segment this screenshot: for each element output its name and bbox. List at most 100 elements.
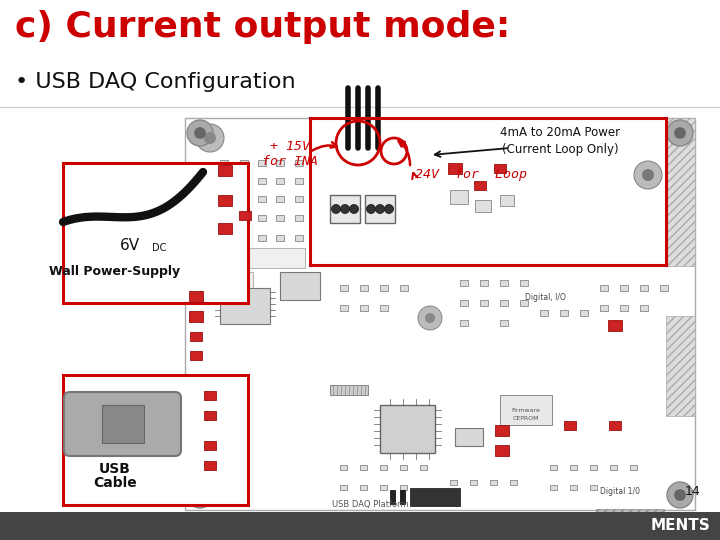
Circle shape: [196, 124, 224, 152]
Bar: [239, 211, 251, 219]
Bar: [189, 310, 203, 321]
Bar: [380, 465, 387, 470]
Text: Firmware: Firmware: [512, 408, 541, 413]
Text: MENTS: MENTS: [650, 518, 710, 534]
Bar: [590, 465, 597, 470]
Circle shape: [418, 306, 442, 330]
Circle shape: [331, 205, 341, 213]
Bar: [295, 196, 303, 202]
Bar: [495, 444, 509, 456]
Bar: [188, 272, 253, 290]
Bar: [63, 163, 248, 303]
Bar: [570, 465, 577, 470]
Bar: [410, 488, 460, 506]
Bar: [240, 160, 248, 166]
Bar: [400, 485, 407, 490]
Circle shape: [674, 489, 686, 501]
Bar: [0, 512, 720, 540]
Bar: [448, 163, 462, 173]
Text: USB: USB: [99, 462, 131, 476]
Circle shape: [634, 161, 662, 189]
Bar: [494, 164, 506, 172]
Bar: [500, 280, 508, 286]
Bar: [450, 190, 468, 204]
Circle shape: [642, 169, 654, 181]
Bar: [330, 195, 360, 223]
Bar: [218, 222, 232, 233]
Bar: [310, 118, 666, 265]
Bar: [474, 180, 486, 190]
Bar: [640, 305, 648, 311]
Bar: [258, 196, 266, 202]
Circle shape: [674, 127, 686, 139]
Text: USB DAQ Platform: USB DAQ Platform: [332, 501, 408, 510]
Bar: [640, 285, 648, 291]
Bar: [420, 465, 427, 470]
Circle shape: [667, 120, 693, 146]
Circle shape: [349, 205, 359, 213]
Bar: [460, 300, 468, 306]
Bar: [510, 480, 517, 485]
Bar: [102, 405, 144, 443]
Bar: [340, 485, 347, 490]
Bar: [480, 300, 488, 306]
Bar: [276, 215, 284, 221]
Bar: [450, 480, 457, 485]
Bar: [360, 465, 367, 470]
Bar: [470, 480, 477, 485]
Bar: [550, 465, 557, 470]
Bar: [276, 178, 284, 184]
Bar: [480, 280, 488, 286]
Bar: [500, 300, 508, 306]
Bar: [600, 305, 608, 311]
Bar: [220, 235, 228, 241]
FancyBboxPatch shape: [64, 392, 181, 456]
Bar: [590, 485, 597, 490]
Bar: [220, 160, 228, 166]
Text: DC: DC: [152, 243, 166, 253]
Bar: [520, 280, 528, 286]
Bar: [185, 118, 695, 510]
Bar: [258, 160, 266, 166]
Bar: [220, 196, 228, 202]
Bar: [204, 390, 216, 400]
Bar: [204, 461, 216, 469]
Bar: [240, 215, 248, 221]
Bar: [495, 424, 509, 435]
Bar: [189, 291, 203, 301]
Bar: [258, 178, 266, 184]
Bar: [380, 305, 388, 311]
Bar: [276, 160, 284, 166]
Bar: [258, 215, 266, 221]
Circle shape: [376, 205, 384, 213]
Bar: [630, 465, 637, 470]
Circle shape: [425, 313, 435, 323]
Bar: [609, 421, 621, 429]
Text: Digital 1/0: Digital 1/0: [600, 488, 640, 496]
Text: CEPROM: CEPROM: [513, 415, 539, 421]
Bar: [276, 196, 284, 202]
Bar: [620, 305, 628, 311]
Bar: [475, 200, 491, 212]
Bar: [295, 178, 303, 184]
Bar: [220, 288, 270, 324]
Bar: [258, 235, 266, 241]
Bar: [550, 485, 557, 490]
Circle shape: [187, 482, 213, 508]
Bar: [620, 285, 628, 291]
Text: + 15V
for INA: + 15V for INA: [262, 140, 318, 168]
Circle shape: [341, 205, 349, 213]
Bar: [390, 490, 395, 504]
Text: Wall Power-Supply: Wall Power-Supply: [50, 265, 181, 278]
Bar: [190, 350, 202, 360]
Bar: [666, 316, 695, 416]
Bar: [380, 485, 387, 490]
Bar: [188, 382, 218, 404]
Bar: [295, 160, 303, 166]
Text: 24V  for  Loop: 24V for Loop: [415, 168, 527, 181]
Bar: [280, 272, 320, 300]
Bar: [490, 480, 497, 485]
Bar: [218, 194, 232, 206]
Bar: [570, 485, 577, 490]
Bar: [500, 195, 514, 206]
